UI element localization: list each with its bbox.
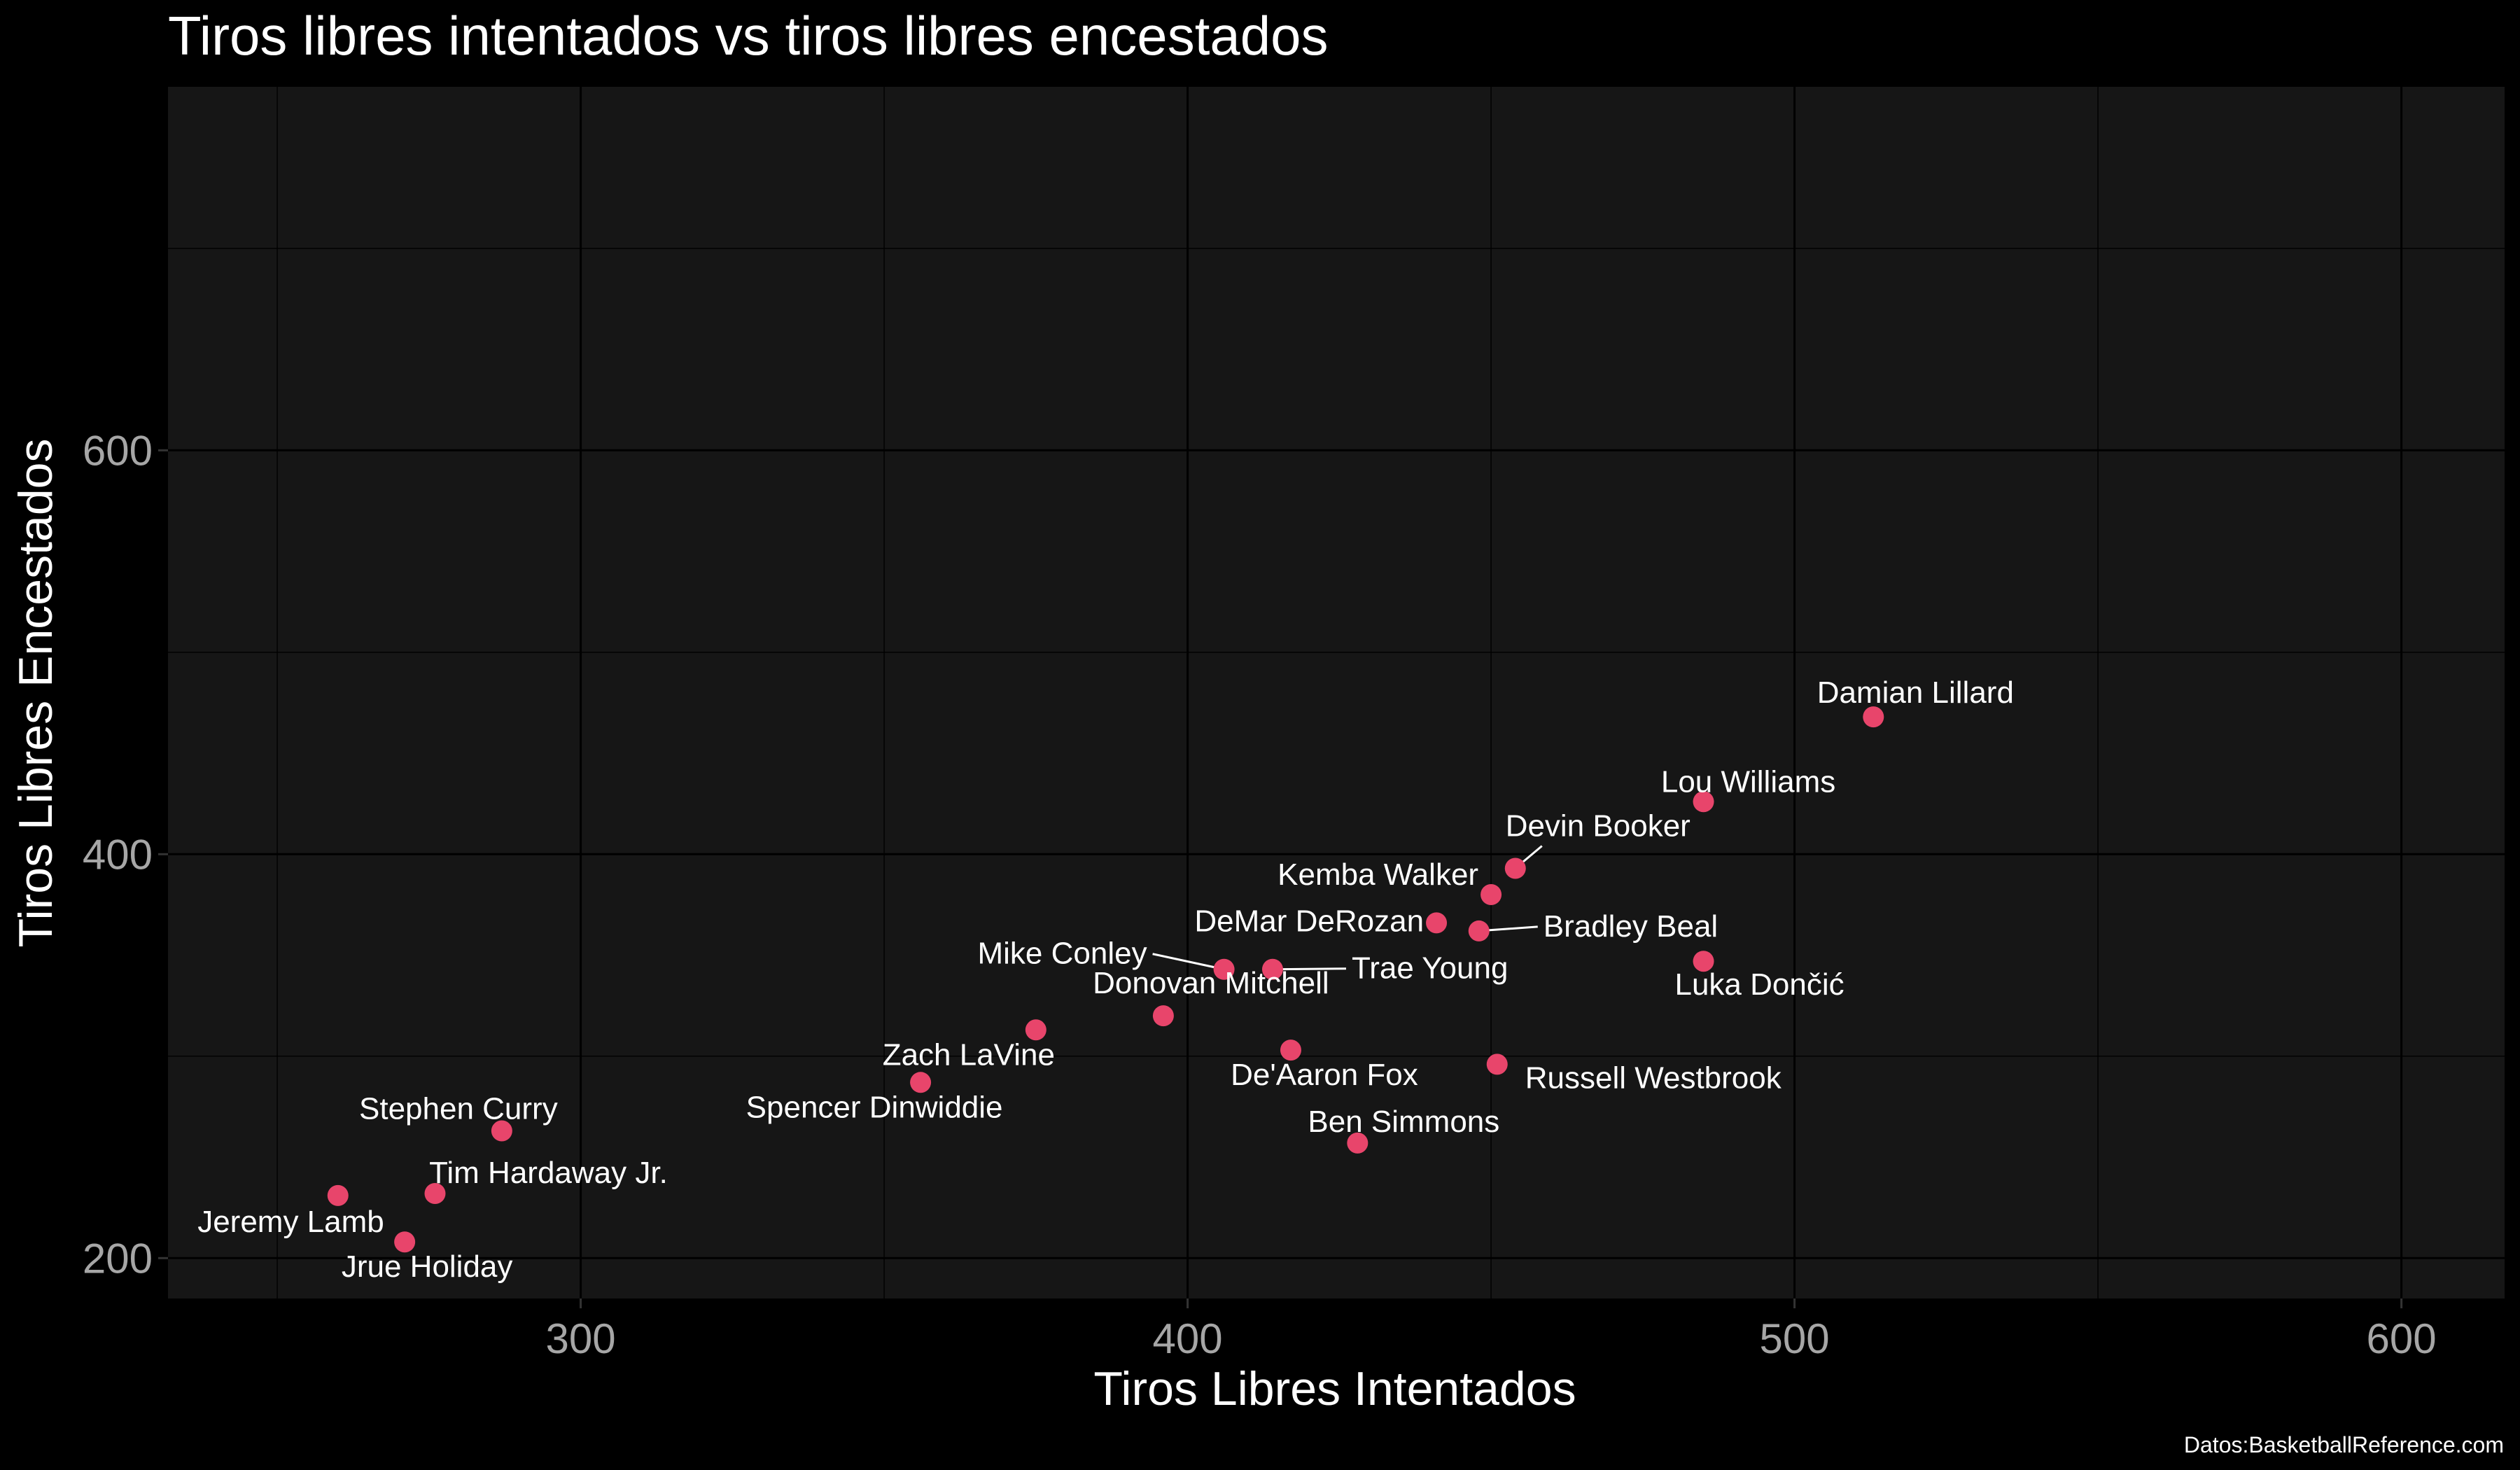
data-point — [1504, 858, 1526, 879]
y-axis-title: Tiros Libres Encestados — [9, 439, 62, 948]
data-point — [1347, 1132, 1368, 1154]
plot-panel — [168, 87, 2505, 1298]
point-labels: Damian Lillard Lou Williams Devin Booker Ke… — [197, 676, 2014, 1284]
point-label: Tim Hardaway Jr. — [429, 1156, 668, 1190]
gridlines — [168, 87, 2505, 1298]
point-label: Jrue Holiday — [342, 1250, 513, 1284]
axis-ticks: 300 400 500 600 200 400 600 — [83, 427, 2437, 1362]
point-label: Trae Young — [1352, 951, 1508, 986]
data-point — [327, 1184, 349, 1206]
data-point — [1261, 958, 1283, 980]
point-label: DeMar DeRozan — [1194, 904, 1424, 938]
point-label: Zach LaVine — [883, 1037, 1055, 1072]
x-tick-label: 600 — [2367, 1315, 2437, 1362]
data-point — [1213, 958, 1235, 980]
data-point — [1486, 1054, 1508, 1075]
point-label: Mike Conley — [978, 937, 1147, 971]
y-tick-label: 400 — [83, 831, 153, 878]
data-point — [1426, 912, 1448, 934]
point-label: Damian Lillard — [1817, 676, 2014, 710]
x-tick-label: 400 — [1153, 1315, 1223, 1362]
label-leader-line — [1152, 953, 1224, 971]
point-label: Lou Williams — [1661, 764, 1835, 799]
point-label: Luka Dončić — [1674, 967, 1844, 1002]
x-axis-title: Tiros Libres Intentados — [1093, 1362, 1576, 1415]
data-point — [1693, 951, 1714, 972]
point-label: Spencer Dinwiddie — [746, 1090, 1003, 1124]
source-caption: Datos:BasketballReference.com — [2184, 1432, 2504, 1457]
data-points — [327, 706, 1884, 1253]
point-label: Donovan Mitchell — [1093, 966, 1329, 1000]
data-point — [424, 1182, 446, 1204]
data-point — [910, 1072, 932, 1093]
point-label: Bradley Beal — [1544, 909, 1718, 944]
point-label: Ben Simmons — [1308, 1105, 1499, 1139]
x-tick-label: 500 — [1760, 1315, 1830, 1362]
point-label: Devin Booker — [1506, 808, 1690, 843]
point-label: Jeremy Lamb — [197, 1205, 384, 1239]
x-tick-label: 300 — [546, 1315, 616, 1362]
data-point — [394, 1231, 416, 1253]
data-point — [1468, 920, 1490, 941]
chart-title: Tiros libres intentados vs tiros libres … — [168, 5, 1329, 66]
data-point — [1152, 1005, 1174, 1027]
point-label: Kemba Walker — [1278, 858, 1478, 892]
data-point — [1480, 884, 1502, 905]
data-point — [1025, 1019, 1046, 1041]
point-label: De'Aaron Fox — [1231, 1058, 1418, 1092]
data-point — [1863, 706, 1884, 728]
point-label: Russell Westbrook — [1525, 1060, 1782, 1095]
y-tick-label: 200 — [83, 1235, 153, 1282]
data-point — [491, 1120, 512, 1142]
point-label: Stephen Curry — [359, 1092, 558, 1126]
y-tick-label: 600 — [83, 427, 153, 474]
data-point — [1693, 791, 1714, 813]
data-point — [1280, 1040, 1301, 1061]
